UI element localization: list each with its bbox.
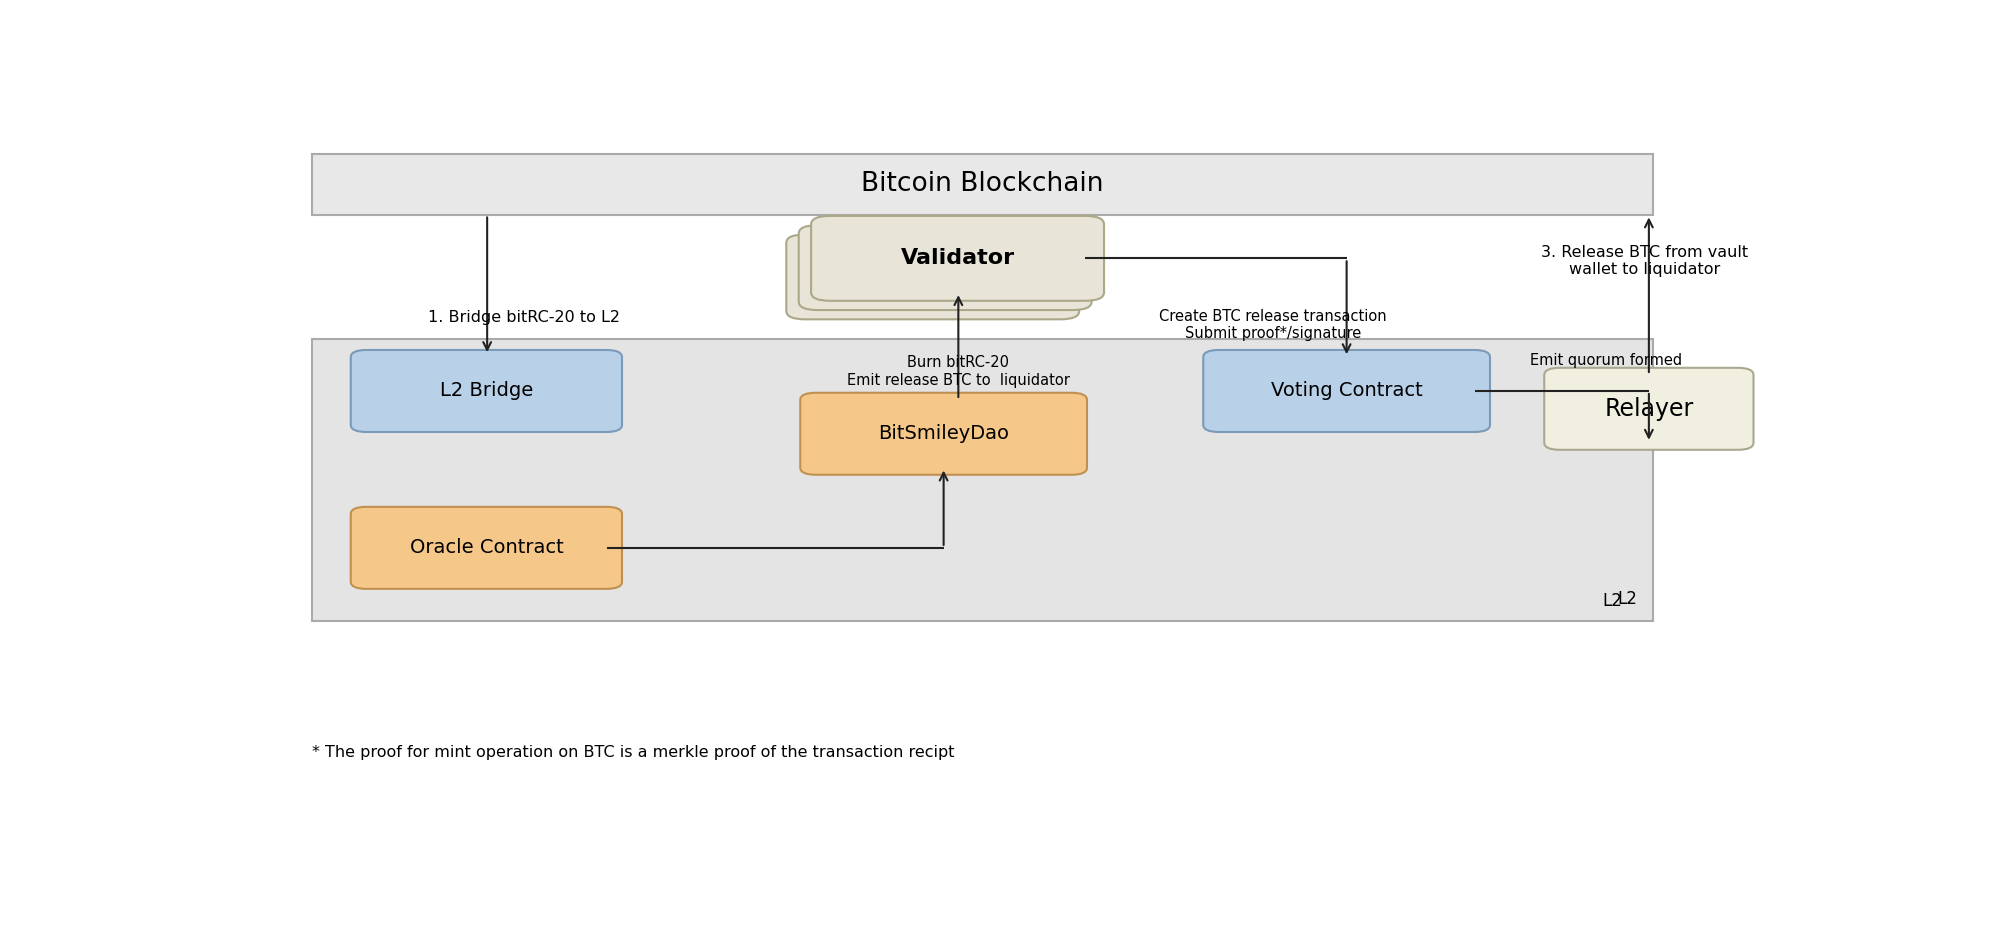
Text: Create BTC release transaction
Submit proof*/signature: Create BTC release transaction Submit pr… <box>1160 309 1386 341</box>
FancyBboxPatch shape <box>812 216 1104 301</box>
Text: Burn bitRC-20
Emit release BTC to  liquidator: Burn bitRC-20 Emit release BTC to liquid… <box>846 356 1070 388</box>
Text: * The proof for mint operation on BTC is a merkle proof of the transaction recip: * The proof for mint operation on BTC is… <box>312 745 954 760</box>
FancyBboxPatch shape <box>786 234 1080 319</box>
FancyBboxPatch shape <box>350 507 622 589</box>
FancyBboxPatch shape <box>1204 350 1490 432</box>
Text: Emit quorum formed: Emit quorum formed <box>1530 353 1682 369</box>
Text: 3. Release BTC from vault
wallet to liquidator: 3. Release BTC from vault wallet to liqu… <box>1542 244 1748 277</box>
Text: Voting Contract: Voting Contract <box>1270 382 1422 400</box>
Text: 1. Bridge bitRC-20 to L2: 1. Bridge bitRC-20 to L2 <box>428 310 620 325</box>
Text: L2 Bridge: L2 Bridge <box>440 382 532 400</box>
Text: Oracle Contract: Oracle Contract <box>410 538 564 557</box>
Text: Bitcoin Blockchain: Bitcoin Blockchain <box>862 171 1104 197</box>
Text: L2: L2 <box>1618 590 1638 608</box>
Bar <box>312 339 1652 621</box>
Text: Validator: Validator <box>900 248 1014 269</box>
FancyBboxPatch shape <box>1544 368 1754 450</box>
Text: BitSmileyDao: BitSmileyDao <box>878 424 1010 444</box>
Text: Relayer: Relayer <box>1604 397 1694 420</box>
Text: L2: L2 <box>1602 593 1622 610</box>
FancyBboxPatch shape <box>798 225 1092 310</box>
FancyBboxPatch shape <box>800 393 1088 475</box>
FancyBboxPatch shape <box>350 350 622 432</box>
Bar <box>312 154 1652 215</box>
